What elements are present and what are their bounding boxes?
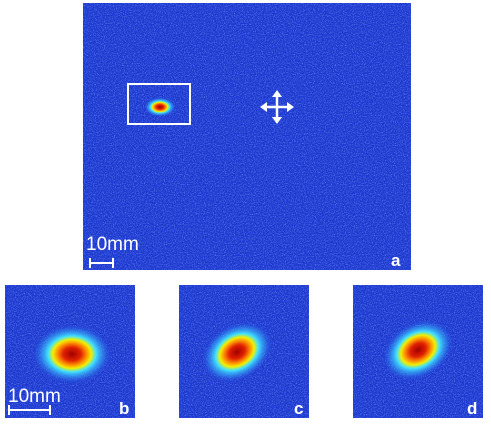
scale-bar-label: 10mm [8, 386, 61, 407]
panel-label: b [119, 399, 129, 418]
panel-label: a [391, 251, 401, 270]
panel-d: d [353, 285, 483, 418]
panel-a: 10mm a [83, 3, 411, 270]
panel-label: d [467, 399, 477, 418]
panel-c: c [179, 285, 309, 418]
scale-bar-label: 10mm [86, 234, 139, 255]
panel-b: 10mm b [5, 285, 135, 418]
panel-label: c [294, 399, 303, 418]
